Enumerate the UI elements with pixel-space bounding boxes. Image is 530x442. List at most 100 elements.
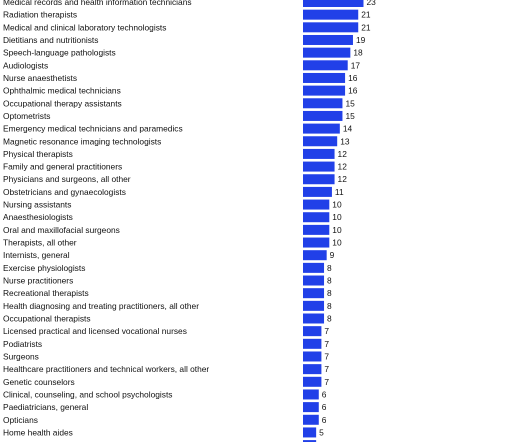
bar [303,250,327,261]
value-label: 13 [340,136,350,146]
bar-row: Healthcare practitioners and technical w… [3,364,329,375]
category-label: Occupational therapists [3,314,91,324]
category-label: Recreational therapists [3,288,89,298]
value-label: 8 [327,276,332,286]
value-label: 18 [353,48,363,58]
category-label: Magnetic resonance imaging technologists [3,136,161,146]
value-label: 5 [319,427,324,437]
bar-row: Oral and maxillofacial surgeons 10 [3,224,342,235]
value-label: 10 [332,225,342,235]
bar [303,98,343,109]
bar-row: Recreational therapists 8 [3,288,332,299]
bar [303,148,335,159]
value-label: 6 [322,402,327,412]
value-label: 7 [324,326,329,336]
bar-row: Medical records and health information t… [3,0,376,7]
category-label: Opticians [3,415,38,425]
bar [303,262,325,273]
value-label: 8 [327,263,332,273]
value-label: 9 [330,250,335,260]
bar [303,123,340,134]
category-label: Nursing assistants [3,200,71,210]
category-label: Therapists, all other [3,238,77,248]
bar-row: Physical therapists 12 [3,148,348,159]
category-label: Family and general practitioners [3,162,122,172]
bar [303,85,346,96]
value-label: 7 [324,351,329,361]
value-label: 17 [351,60,361,70]
bar-row: Podiatrists 7 [3,338,329,349]
bar-row: Magnetic resonance imaging technologists… [3,136,350,147]
bar [303,427,317,438]
bar [303,224,330,235]
value-label: 19 [356,35,366,45]
bar-row: Medical and clinical laboratory technolo… [3,22,371,33]
value-label: 6 [322,415,327,425]
bar [303,136,338,147]
bar-row: Ophthalmic medical technicians 16 [3,85,358,96]
bar-row: Therapists, all other 10 [3,237,342,248]
bar-row: Family and general practitioners 12 [3,161,347,172]
value-label: 15 [345,98,355,108]
category-label: Genetic counselors [3,377,75,387]
bar-row: Dietitians and nutritionists 19 [3,34,366,45]
category-label: Audiologists [3,60,48,70]
bar-row: Opticians 6 [3,414,327,425]
category-label: Clinical, counseling, and school psychol… [3,389,172,399]
bar-row: Nurse anaesthetists 16 [3,72,358,83]
bar-row: Nursing assistants 10 [3,199,342,210]
category-label: Medical records and health information t… [3,0,192,7]
bar [303,313,325,324]
bar [303,22,359,33]
bar [303,414,319,425]
category-label: Exercise physiologists [3,263,85,273]
category-label: Podiatrists [3,339,42,349]
bar [303,326,322,337]
bar-row: Emergency medical technicians and parame… [3,123,353,134]
category-label: Ophthalmic medical technicians [3,86,121,96]
category-label: Physical therapists [3,149,73,159]
bar [303,34,353,45]
category-label: Occupational therapy assistants [3,98,122,108]
value-label: 21 [361,10,371,20]
bar-row: Nurse midwives 5 [3,440,324,442]
value-label: 11 [335,187,344,197]
bar-row: Home health aides 5 [3,427,324,438]
category-label: Obstetricians and gynaecologists [3,187,126,197]
bar [303,186,332,197]
category-label: Nurse practitioners [3,276,73,286]
category-label: Nurse anaesthetists [3,73,77,83]
value-label: 12 [338,174,348,184]
bar [303,364,322,375]
category-label: Home health aides [3,427,73,437]
bar [303,174,335,185]
bar-row: Anaesthesiologists 10 [3,212,342,223]
value-label: 12 [338,149,348,159]
value-label: 10 [332,238,342,248]
bar [303,389,319,400]
bar [303,60,348,71]
category-label: Medical and clinical laboratory technolo… [3,22,166,32]
value-label: 8 [327,301,332,311]
bar-row: Genetic counselors 7 [3,376,329,387]
bar [303,9,359,20]
category-label: Health diagnosing and treating practitio… [3,301,199,311]
value-label: 10 [332,212,342,222]
bar [303,288,325,299]
value-label: 15 [345,111,355,121]
bar-row: Radiation therapists 21 [3,9,371,20]
bar-row: Physicians and surgeons, all other 12 [3,174,348,185]
bar [303,338,322,349]
category-label: Anaesthesiologists [3,212,73,222]
bar [303,402,319,413]
bar [303,237,330,248]
category-label: Speech-language pathologists [3,48,116,58]
bar-row: Exercise physiologists 8 [3,262,332,273]
value-label: 6 [322,389,327,399]
bar [303,47,351,58]
value-label: 14 [343,124,353,134]
category-label: Surgeons [3,351,39,361]
bar-row: Paediatricians, general 6 [3,402,327,413]
value-label: 7 [324,364,329,374]
